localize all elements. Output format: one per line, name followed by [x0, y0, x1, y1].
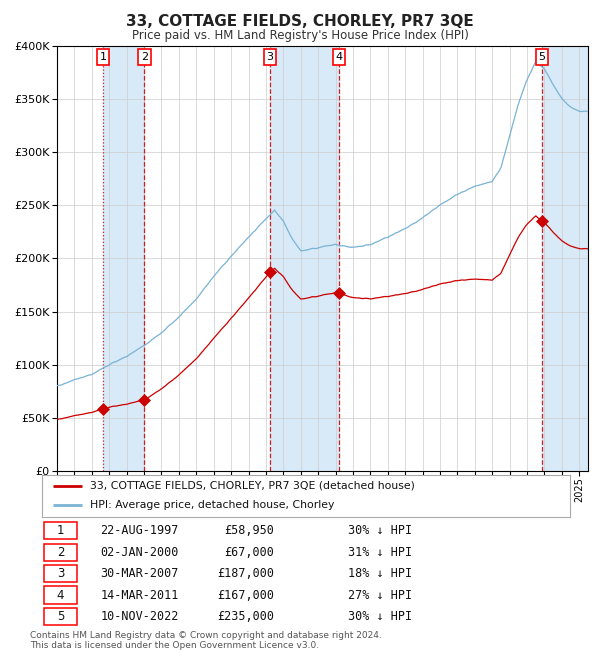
FancyBboxPatch shape: [44, 608, 77, 625]
Text: 5: 5: [539, 52, 545, 62]
Text: 30% ↓ HPI: 30% ↓ HPI: [348, 610, 412, 623]
Text: 27% ↓ HPI: 27% ↓ HPI: [348, 589, 412, 602]
Text: 31% ↓ HPI: 31% ↓ HPI: [348, 546, 412, 559]
Text: 10-NOV-2022: 10-NOV-2022: [100, 610, 179, 623]
Text: 22-AUG-1997: 22-AUG-1997: [100, 524, 179, 537]
Text: £187,000: £187,000: [217, 567, 274, 580]
Text: 3: 3: [266, 52, 274, 62]
Text: 4: 4: [335, 52, 343, 62]
FancyBboxPatch shape: [44, 522, 77, 540]
FancyBboxPatch shape: [44, 565, 77, 582]
Text: 18% ↓ HPI: 18% ↓ HPI: [348, 567, 412, 580]
Text: 14-MAR-2011: 14-MAR-2011: [100, 589, 179, 602]
Text: 4: 4: [57, 589, 64, 602]
Text: 33, COTTAGE FIELDS, CHORLEY, PR7 3QE (detached house): 33, COTTAGE FIELDS, CHORLEY, PR7 3QE (de…: [89, 481, 415, 491]
Text: 30-MAR-2007: 30-MAR-2007: [100, 567, 179, 580]
Text: 5: 5: [57, 610, 64, 623]
Text: £58,950: £58,950: [224, 524, 274, 537]
FancyBboxPatch shape: [44, 543, 77, 561]
Text: £167,000: £167,000: [217, 589, 274, 602]
Text: 2: 2: [140, 52, 148, 62]
Text: £235,000: £235,000: [217, 610, 274, 623]
Text: 33, COTTAGE FIELDS, CHORLEY, PR7 3QE: 33, COTTAGE FIELDS, CHORLEY, PR7 3QE: [126, 14, 474, 29]
Text: 02-JAN-2000: 02-JAN-2000: [100, 546, 179, 559]
Text: Contains HM Land Registry data © Crown copyright and database right 2024.
This d: Contains HM Land Registry data © Crown c…: [30, 630, 382, 650]
Text: £67,000: £67,000: [224, 546, 274, 559]
Text: Price paid vs. HM Land Registry's House Price Index (HPI): Price paid vs. HM Land Registry's House …: [131, 29, 469, 42]
Text: 1: 1: [100, 52, 106, 62]
Bar: [270, 46, 339, 471]
Text: 2: 2: [57, 546, 64, 559]
Text: 3: 3: [57, 567, 64, 580]
Bar: [542, 46, 588, 471]
Text: 1: 1: [57, 524, 64, 537]
Text: 30% ↓ HPI: 30% ↓ HPI: [348, 524, 412, 537]
Text: HPI: Average price, detached house, Chorley: HPI: Average price, detached house, Chor…: [89, 500, 334, 510]
FancyBboxPatch shape: [44, 586, 77, 604]
Bar: [103, 46, 144, 471]
